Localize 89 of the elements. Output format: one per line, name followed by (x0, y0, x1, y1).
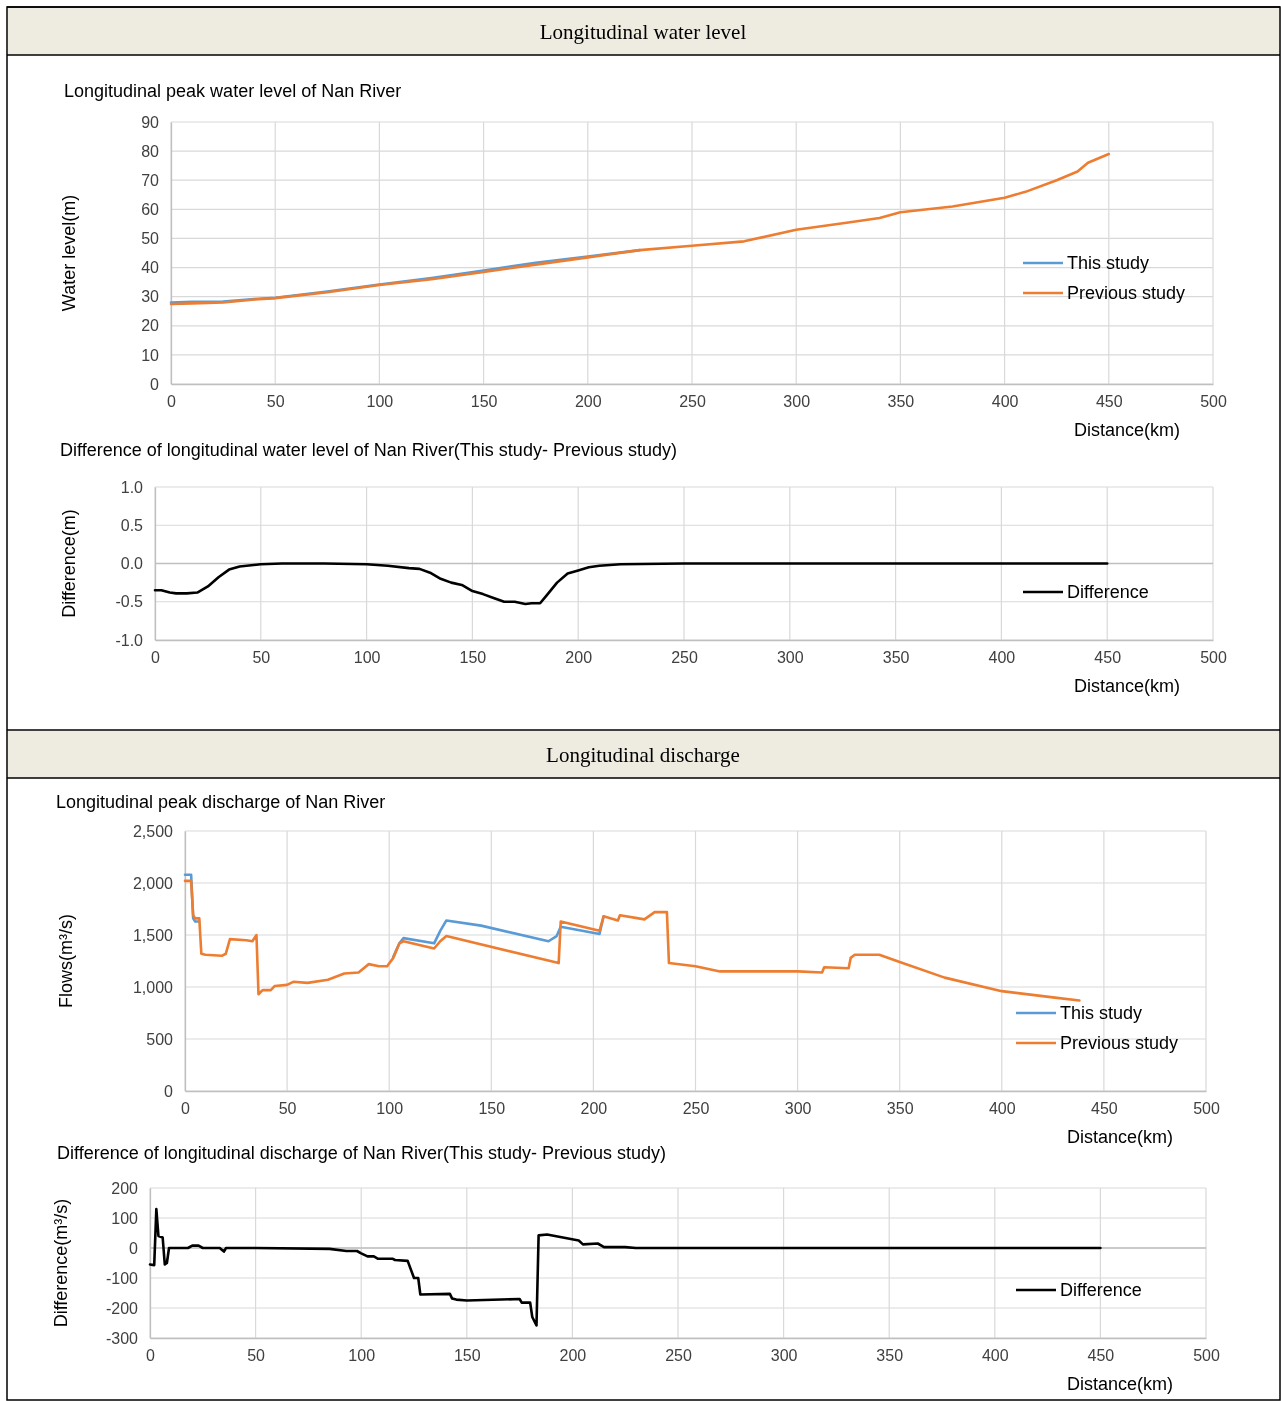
y-tick-label: 70 (141, 171, 160, 189)
y-tick-label: 50 (141, 230, 160, 248)
x-tick-label: 150 (459, 649, 487, 667)
y-axis-title: Flows(m³/s) (56, 914, 76, 1008)
x-tick-label: 500 (1200, 649, 1227, 667)
y-tick-label: -0.5 (115, 593, 144, 611)
x-axis-title: Distance(km) (1073, 420, 1181, 440)
x-tick-label: 400 (988, 1100, 1016, 1118)
legend-label: Previous study (1060, 1033, 1179, 1053)
x-tick-label: 350 (876, 1347, 904, 1365)
y-tick-label: 60 (141, 200, 160, 218)
x-tick-label: 50 (266, 393, 285, 411)
x-tick-label: 100 (353, 649, 381, 667)
y-tick-label: 1,000 (132, 978, 174, 996)
x-tick-label: 50 (278, 1100, 297, 1118)
x-tick-label: 400 (988, 649, 1016, 667)
x-tick-label: 450 (1091, 1100, 1118, 1118)
legend-label: Difference (1067, 582, 1149, 602)
x-tick-label: 500 (1193, 1347, 1220, 1365)
y-tick-label: 0 (150, 375, 160, 393)
x-tick-label: 200 (565, 649, 593, 667)
y-tick-label: 0 (129, 1239, 139, 1257)
y-tick-label: 2,500 (132, 822, 174, 840)
x-tick-label: 450 (1087, 1347, 1115, 1365)
x-tick-label: 0 (181, 1100, 191, 1118)
x-tick-label: 350 (886, 1100, 914, 1118)
x-tick-label: 350 (887, 393, 915, 411)
x-tick-label: 200 (559, 1347, 587, 1365)
x-tick-label: 50 (252, 649, 271, 667)
text: Longitudinal discharge (546, 743, 740, 767)
y-tick-label: 1.0 (120, 478, 144, 496)
y-tick-label: 0 (164, 1082, 174, 1100)
y-tick-label: -300 (105, 1329, 139, 1347)
legend-label: This study (1067, 253, 1150, 273)
y-tick-label: 10 (141, 346, 160, 364)
x-tick-label: 250 (682, 1100, 710, 1118)
x-tick-label: 100 (348, 1347, 376, 1365)
chart-title: Difference of longitudinal water level of Nan River(This study- Previous study) (60, 440, 677, 460)
y-tick-label: 1,500 (132, 926, 174, 944)
x-tick-label: 250 (671, 649, 698, 667)
y-tick-label: -200 (105, 1299, 139, 1317)
y-tick-label: 40 (141, 259, 160, 277)
y-tick-label: 30 (141, 288, 160, 306)
x-tick-label: 100 (376, 1100, 404, 1118)
x-tick-label: 450 (1095, 393, 1123, 411)
x-tick-label: 350 (882, 649, 910, 667)
x-tick-label: 400 (981, 1347, 1009, 1365)
y-axis-title: Difference(m³/s) (51, 1198, 71, 1328)
line-series (183, 879, 1081, 1002)
y-tick-label: 500 (146, 1030, 174, 1048)
x-tick-label: 100 (366, 393, 394, 411)
y-axis-title: Water level(m) (59, 194, 79, 312)
x-tick-label: 400 (991, 393, 1019, 411)
x-tick-label: 300 (784, 1100, 812, 1118)
x-tick-label: 250 (679, 393, 706, 411)
y-tick-label: 90 (141, 113, 160, 131)
x-tick-label: 150 (470, 393, 498, 411)
y-tick-label: 100 (111, 1209, 139, 1227)
x-tick-label: 500 (1193, 1100, 1220, 1118)
y-tick-label: 80 (141, 142, 160, 160)
x-tick-label: 300 (776, 649, 804, 667)
y-tick-label: 0.0 (120, 555, 144, 573)
legend-label: Previous study (1067, 283, 1186, 303)
x-tick-label: 450 (1094, 649, 1122, 667)
x-axis-title: Distance(km) (1073, 676, 1181, 696)
chart-title: Longitudinal peak discharge of Nan River (56, 792, 386, 812)
y-tick-label: 0.5 (120, 516, 144, 534)
x-tick-label: 300 (770, 1347, 798, 1365)
y-axis-title: Difference(m) (59, 509, 79, 618)
x-tick-label: 200 (580, 1100, 608, 1118)
x-axis-title: Distance(km) (1066, 1374, 1174, 1394)
y-tick-label: 200 (111, 1179, 139, 1197)
x-axis-title: Distance(km) (1066, 1127, 1174, 1147)
x-tick-label: 200 (574, 393, 602, 411)
x-tick-label: 150 (453, 1347, 481, 1365)
y-tick-label: 2,000 (132, 874, 174, 892)
x-tick-label: 50 (247, 1347, 266, 1365)
text: Longitudinal water level (539, 20, 747, 44)
legend-label: This study (1060, 1003, 1143, 1023)
x-tick-label: 150 (478, 1100, 506, 1118)
x-tick-label: 300 (783, 393, 811, 411)
y-tick-label: -100 (105, 1269, 139, 1287)
x-tick-label: 500 (1200, 393, 1227, 411)
legend-label: Difference (1060, 1280, 1142, 1300)
chart-title: Longitudinal peak water level of Nan River (64, 81, 402, 101)
y-tick-label: 20 (141, 317, 160, 335)
x-tick-label: 250 (665, 1347, 692, 1365)
chart-title: Difference of longitudinal discharge of Nan River(This study- Previous study) (57, 1143, 666, 1163)
y-tick-label: -1.0 (115, 631, 144, 649)
